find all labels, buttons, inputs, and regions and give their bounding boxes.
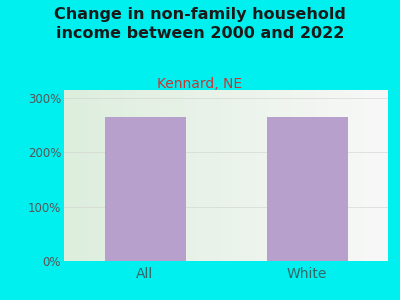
Text: Change in non-family household
income between 2000 and 2022: Change in non-family household income be… bbox=[54, 8, 346, 41]
Bar bbox=[104, 117, 186, 261]
Text: Kennard, NE: Kennard, NE bbox=[158, 76, 242, 91]
Bar bbox=[266, 117, 348, 261]
